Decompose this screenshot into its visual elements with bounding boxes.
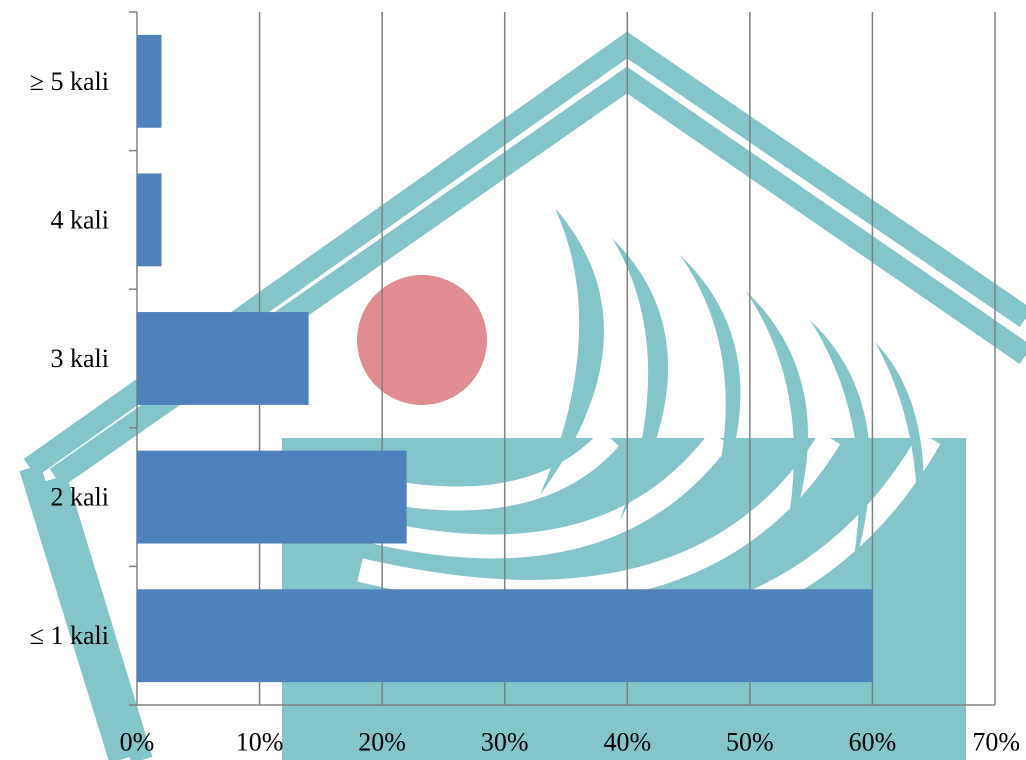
bar bbox=[137, 173, 162, 267]
bars bbox=[137, 34, 873, 683]
watermark-sun bbox=[357, 275, 487, 405]
watermark-left-leg-inner bbox=[45, 474, 153, 760]
x-tick-label: 10% bbox=[236, 728, 284, 757]
category-label: 2 kali bbox=[51, 483, 110, 512]
x-tick-labels: 0% 10% 20% 30% 40% 50% 60% 70% bbox=[120, 728, 1020, 757]
category-label: ≤ 1 kali bbox=[30, 621, 109, 650]
bar bbox=[137, 312, 309, 405]
watermark-inner-arch bbox=[49, 66, 1026, 488]
bar bbox=[137, 450, 407, 544]
x-tick-label: 70% bbox=[972, 728, 1020, 757]
x-tick-label: 30% bbox=[481, 728, 529, 757]
bar bbox=[137, 34, 162, 128]
x-tick-label: 60% bbox=[849, 728, 897, 757]
category-labels: ≤ 1 kali 2 kali 3 kali 4 kali ≥ 5 kali bbox=[30, 67, 109, 650]
x-tick-label: 50% bbox=[726, 728, 774, 757]
category-label: 3 kali bbox=[51, 344, 110, 373]
x-tick-label: 0% bbox=[120, 728, 155, 757]
x-tick-label: 20% bbox=[358, 728, 406, 757]
category-label: 4 kali bbox=[51, 205, 110, 234]
category-label: ≥ 5 kali bbox=[30, 67, 109, 96]
watermark-crescents bbox=[540, 208, 924, 600]
bar bbox=[137, 589, 873, 683]
watermark-left-leg-outer bbox=[19, 464, 131, 760]
x-tick-label: 40% bbox=[603, 728, 651, 757]
